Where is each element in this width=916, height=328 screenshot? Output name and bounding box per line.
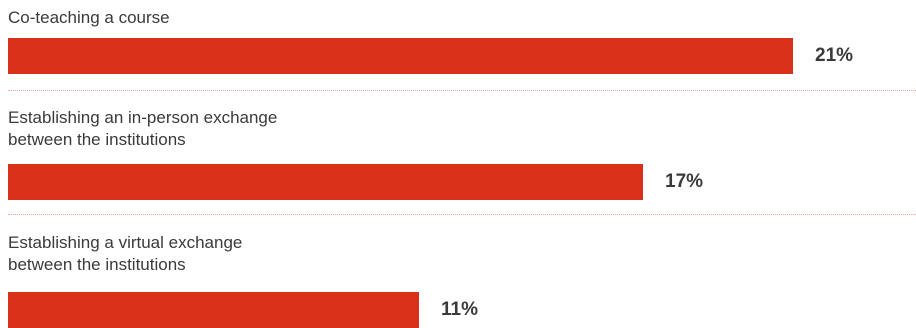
bar-2 bbox=[8, 292, 419, 328]
category-label-1-line-1: between the institutions bbox=[8, 130, 186, 149]
bar-1 bbox=[8, 164, 643, 200]
value-label-2: 11% bbox=[441, 299, 478, 320]
category-label-1-line-0: Establishing an in-person exchange bbox=[8, 108, 278, 127]
category-label-1: Establishing an in-person exchange betwe… bbox=[8, 107, 277, 151]
divider-1 bbox=[8, 214, 916, 215]
bar-0 bbox=[8, 38, 793, 74]
value-label-0: 21% bbox=[815, 45, 854, 66]
category-label-2-line-1: between the institutions bbox=[8, 255, 186, 274]
category-label-2-line-0: Establishing a virtual exchange bbox=[8, 233, 243, 252]
divider-0 bbox=[8, 90, 916, 91]
category-label-2: Establishing a virtual exchange between … bbox=[8, 232, 242, 276]
horizontal-bar-chart: Co-teaching a course 21% Establishing an… bbox=[8, 7, 916, 328]
category-label-0-line-0: Co-teaching a course bbox=[8, 8, 170, 27]
category-label-0: Co-teaching a course bbox=[8, 7, 170, 29]
value-label-1: 17% bbox=[665, 171, 704, 192]
